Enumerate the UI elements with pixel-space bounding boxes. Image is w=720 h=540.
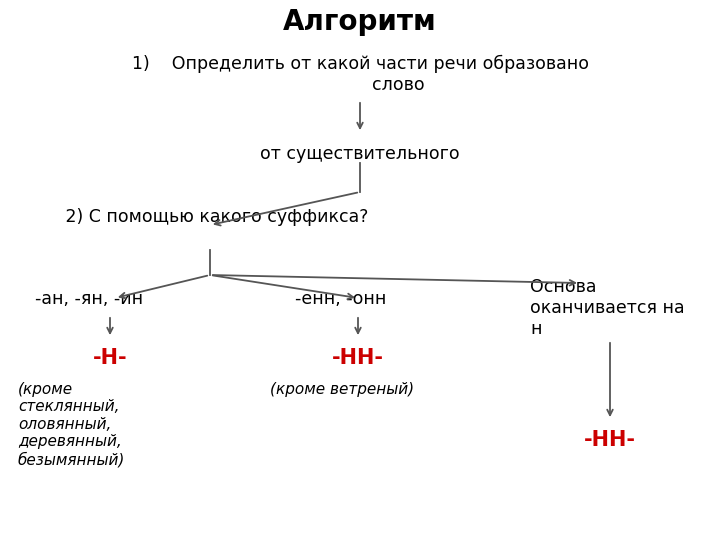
Text: -енн, -онн: -енн, -онн [295, 290, 387, 308]
Text: Алгоритм: Алгоритм [283, 8, 437, 36]
Text: -Н-: -Н- [93, 348, 127, 368]
Text: -НН-: -НН- [332, 348, 384, 368]
Text: (кроме
стеклянный,
оловянный,
деревянный,
безымянный): (кроме стеклянный, оловянный, деревянный… [18, 382, 125, 468]
Text: 1)    Определить от какой части речи образовано
              слово: 1) Определить от какой части речи образо… [132, 55, 588, 94]
Text: 2) С помощью какого суффикса?: 2) С помощью какого суффикса? [60, 208, 369, 226]
Text: -НН-: -НН- [584, 430, 636, 450]
Text: (кроме ветреный): (кроме ветреный) [270, 382, 414, 397]
Text: -ан, -ян, -ин: -ан, -ян, -ин [35, 290, 143, 308]
Text: от существительного: от существительного [260, 145, 460, 163]
Text: Основа
оканчивается на
н: Основа оканчивается на н [530, 278, 685, 338]
